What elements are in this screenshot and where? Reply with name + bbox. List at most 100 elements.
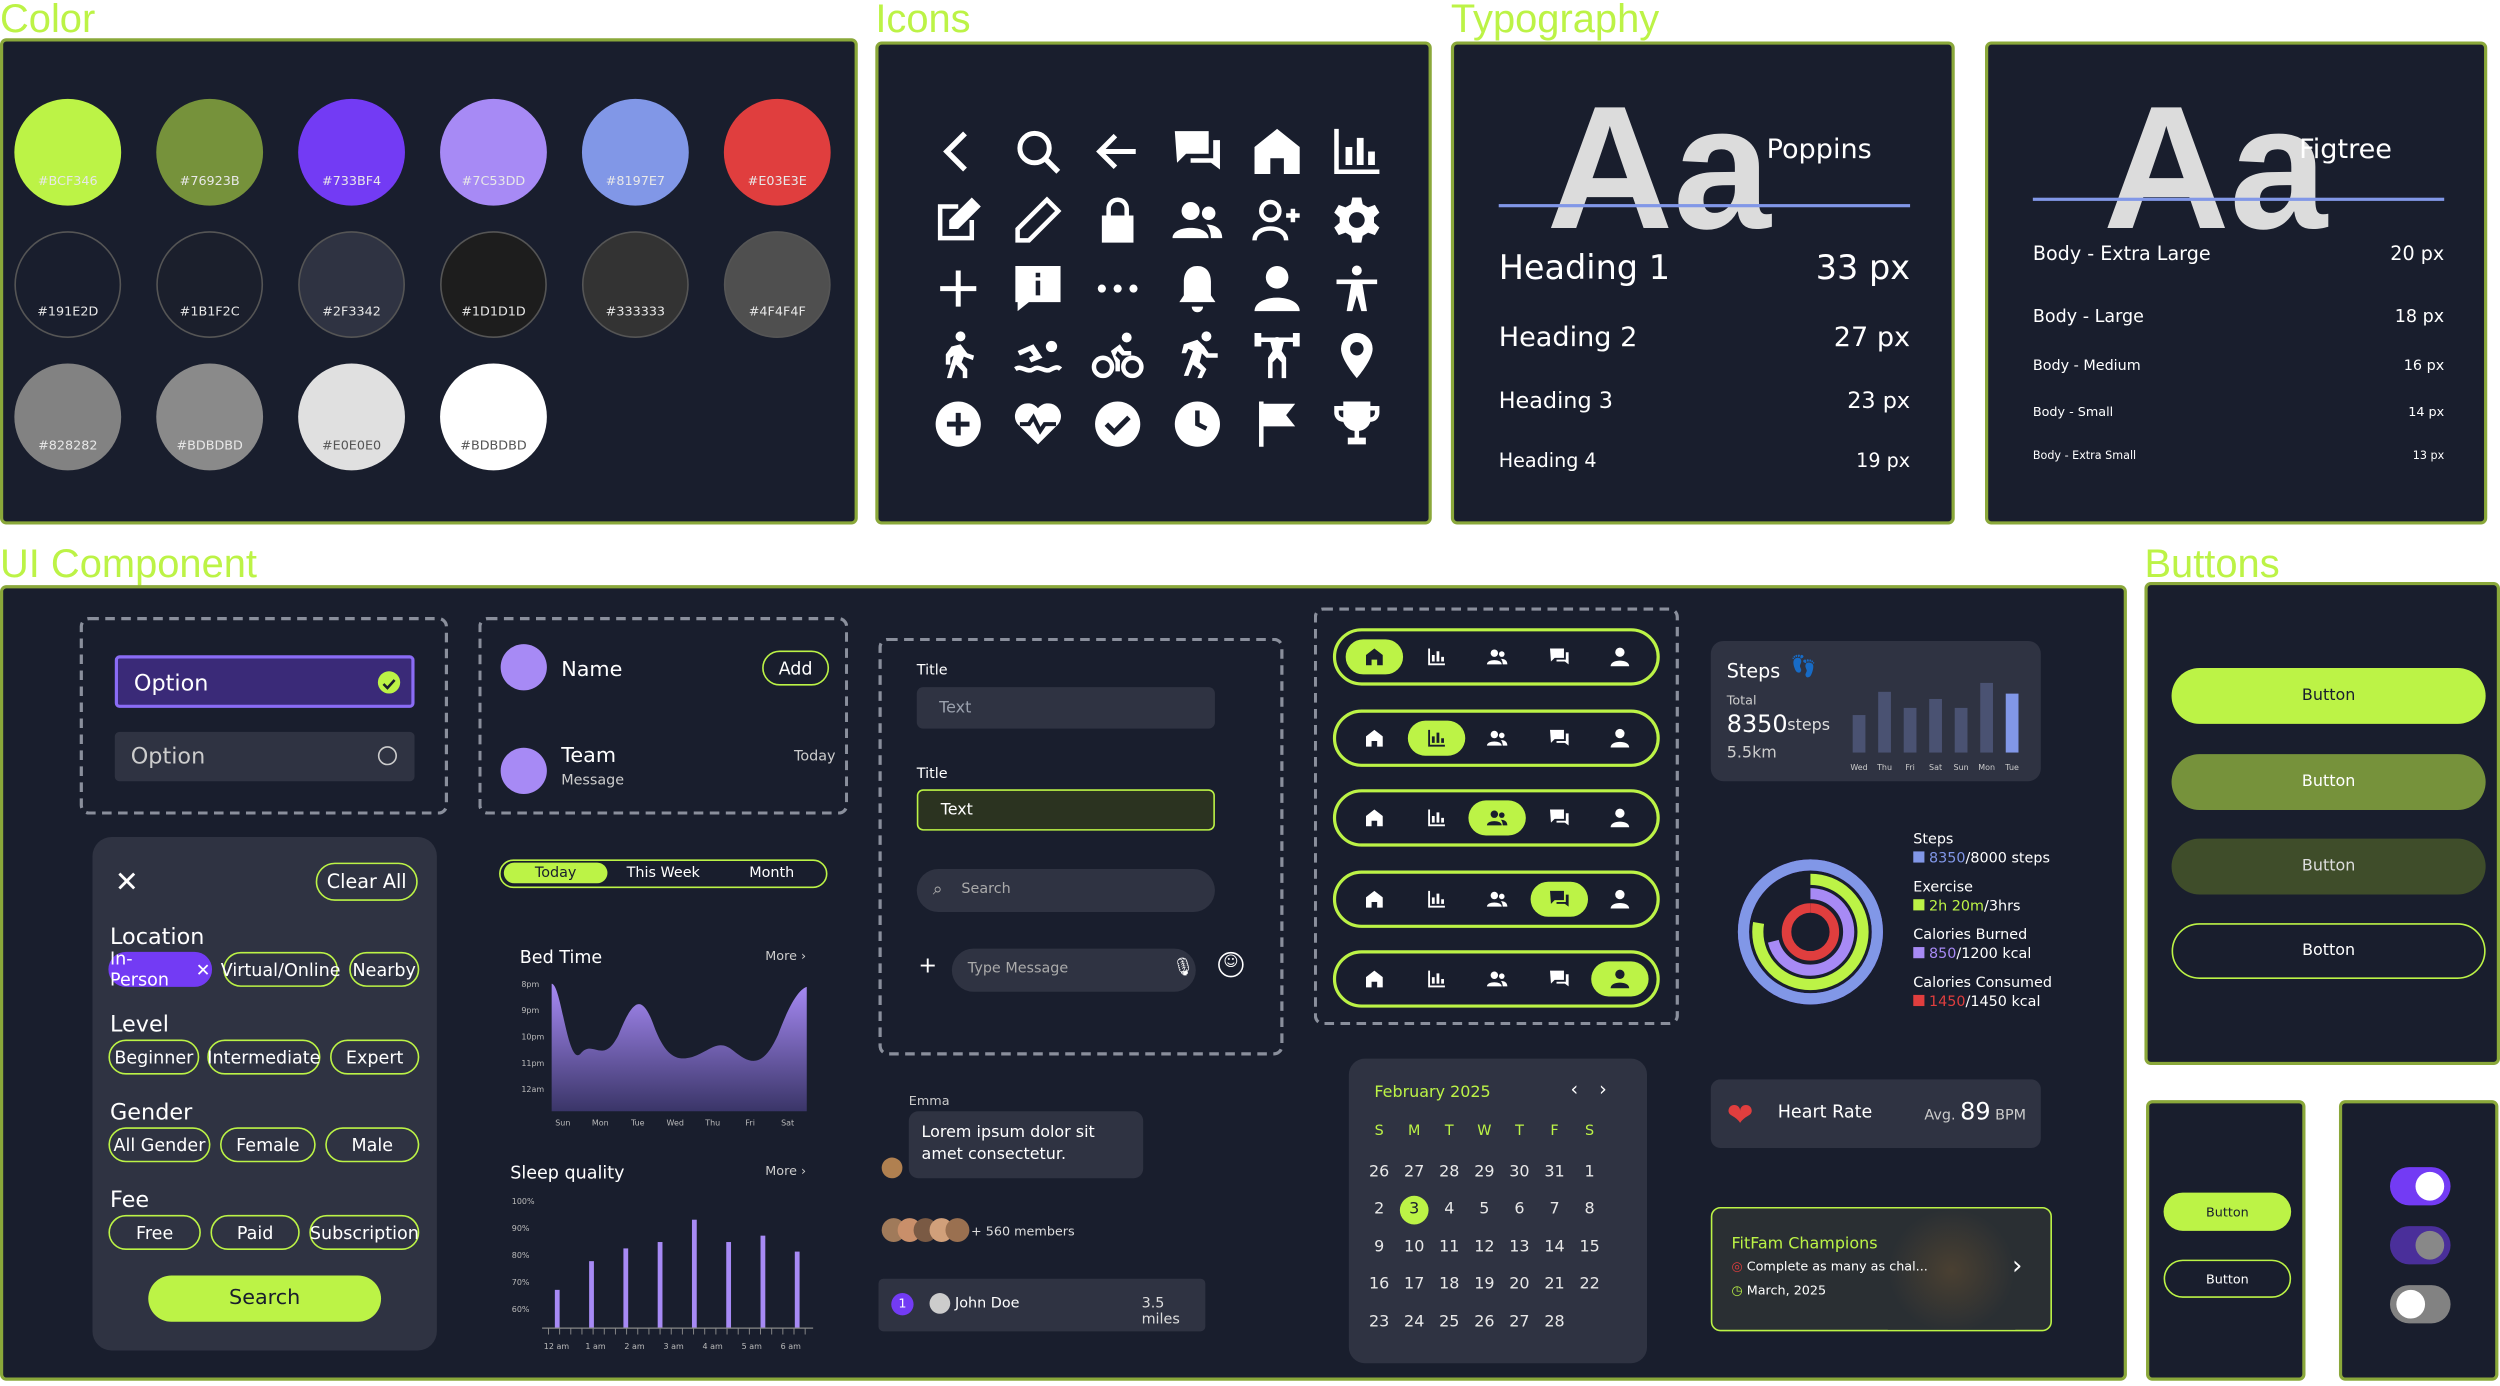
secondary-button[interactable]: Button (2171, 754, 2486, 810)
calendar-day[interactable]: 15 (1579, 1238, 1600, 1256)
nav-item-chat[interactable] (1530, 800, 1587, 835)
location-pin-icon[interactable] (1322, 320, 1392, 390)
nav-item-user[interactable] (1592, 720, 1649, 755)
nav-item-chart[interactable] (1407, 800, 1464, 835)
nav-item-home[interactable] (1346, 961, 1403, 996)
search-field[interactable]: ⌕ Search (916, 868, 1215, 912)
nav-item-chat[interactable] (1530, 880, 1588, 916)
calendar-day[interactable]: 31 (1544, 1163, 1565, 1181)
nav-item-group[interactable] (1469, 881, 1526, 916)
calendar-day[interactable]: 18 (1439, 1275, 1460, 1294)
weightlifting-icon[interactable] (1242, 320, 1312, 390)
nav-item-home[interactable] (1345, 639, 1404, 675)
nav-item-chart[interactable] (1407, 639, 1464, 674)
add-user-icon[interactable] (1242, 185, 1312, 255)
add-circle-icon[interactable] (923, 389, 993, 459)
tab-month[interactable]: Month (749, 864, 795, 881)
calendar-day[interactable]: 14 (1544, 1238, 1565, 1256)
bedtime-more-link[interactable]: More › (765, 948, 807, 964)
calendar-day[interactable]: 2 (1374, 1200, 1385, 1219)
calendar-day[interactable]: 23 (1368, 1312, 1390, 1331)
chip-paid[interactable]: Paid (210, 1214, 300, 1250)
calendar-day[interactable]: 19 (1474, 1275, 1495, 1294)
calendar-day[interactable]: 13 (1509, 1238, 1530, 1256)
chip-male[interactable]: Male (325, 1127, 420, 1163)
chip-virtual[interactable]: Virtual/Online (221, 951, 341, 987)
nav-item-user[interactable] (1591, 961, 1650, 997)
calendar-day[interactable]: 5 (1479, 1200, 1490, 1219)
add-button[interactable]: Add (762, 650, 830, 686)
toggle-off[interactable] (2389, 1285, 2451, 1324)
option-unselected[interactable]: Option (114, 731, 415, 782)
calendar-day[interactable]: 28 (1544, 1312, 1565, 1331)
toggle-on[interactable] (2389, 1167, 2451, 1206)
home-icon[interactable] (1242, 116, 1312, 186)
nav-item-chat[interactable] (1530, 720, 1587, 755)
calendar-day[interactable]: 27 (1509, 1312, 1530, 1331)
calendar-day[interactable]: 25 (1439, 1312, 1460, 1331)
microphone-icon[interactable]: 🎙 (1171, 956, 1195, 978)
chevron-left-icon[interactable] (923, 116, 993, 186)
chip-in-person[interactable]: In-Person ✕ (108, 948, 213, 991)
chip-female[interactable]: Female (220, 1127, 316, 1163)
calendar-day[interactable]: 21 (1544, 1275, 1565, 1294)
pencil-icon[interactable] (1003, 185, 1073, 255)
nav-item-chart[interactable] (1407, 961, 1464, 996)
lock-icon[interactable] (1083, 185, 1153, 255)
calendar-day[interactable]: 27 (1404, 1163, 1425, 1181)
group-icon[interactable] (1162, 185, 1232, 255)
calendar-day[interactable]: 28 (1439, 1163, 1460, 1181)
nav-item-chat[interactable] (1530, 639, 1587, 674)
small-outline-button[interactable]: Button (2163, 1259, 2292, 1298)
toggle-on-disabled[interactable] (2389, 1226, 2451, 1265)
chip-free[interactable]: Free (108, 1214, 201, 1250)
heart-rate-icon[interactable] (1003, 389, 1073, 459)
calendar-day[interactable]: 24 (1404, 1312, 1425, 1331)
emoji-icon[interactable]: ☺ (1218, 951, 1244, 978)
chip-beginner[interactable]: Beginner (108, 1039, 200, 1075)
calendar-day[interactable]: 30 (1509, 1163, 1530, 1181)
clock-icon[interactable] (1162, 389, 1232, 459)
plus-icon[interactable]: + (918, 953, 938, 979)
nav-item-group[interactable] (1469, 720, 1526, 755)
nav-item-chart[interactable] (1407, 719, 1465, 755)
tab-this-week[interactable]: This Week (626, 864, 700, 881)
chevron-left-icon[interactable]: ‹ (1570, 1077, 1579, 1101)
arrow-left-icon[interactable] (1083, 116, 1153, 186)
walking-icon[interactable] (923, 320, 993, 390)
calendar-day[interactable]: 4 (1444, 1200, 1455, 1219)
message-field[interactable]: Type Message 🎙 (951, 948, 1196, 992)
nav-item-home[interactable] (1346, 881, 1403, 916)
more-icon[interactable] (1083, 254, 1153, 324)
chip-all-gender[interactable]: All Gender (108, 1127, 211, 1163)
nav-item-user[interactable] (1592, 800, 1649, 835)
user-icon[interactable] (1242, 254, 1312, 324)
calendar-day[interactable]: 9 (1374, 1238, 1385, 1256)
calendar-day[interactable]: 7 (1549, 1200, 1560, 1219)
calendar-day[interactable]: 22 (1579, 1275, 1600, 1294)
bell-icon[interactable] (1162, 254, 1232, 324)
trophy-icon[interactable] (1322, 389, 1392, 459)
search-button[interactable]: Search (148, 1275, 382, 1322)
calendar-day[interactable]: 29 (1474, 1163, 1495, 1181)
sleep-more-link[interactable]: More › (765, 1163, 807, 1179)
calendar-day[interactable]: 26 (1474, 1312, 1495, 1331)
nav-item-group[interactable] (1468, 800, 1527, 836)
nav-item-chat[interactable] (1530, 961, 1587, 996)
small-primary-button[interactable]: Button (2163, 1192, 2292, 1231)
edit-icon[interactable] (923, 185, 993, 255)
nav-item-home[interactable] (1346, 800, 1403, 835)
calendar-day[interactable]: 16 (1368, 1275, 1390, 1294)
search-icon[interactable] (1003, 116, 1073, 186)
chevron-right-icon[interactable]: › (1599, 1077, 1607, 1101)
nav-item-user[interactable] (1592, 881, 1649, 916)
nav-item-user[interactable] (1592, 639, 1649, 674)
calendar-day[interactable]: 12 (1474, 1238, 1495, 1256)
close-icon[interactable]: ✕ (114, 865, 139, 900)
chip-nearby[interactable]: Nearby (349, 951, 420, 987)
calendar-day[interactable]: 17 (1404, 1275, 1425, 1294)
option-selected[interactable]: Option (114, 655, 415, 708)
nav-item-home[interactable] (1346, 720, 1403, 755)
nav-item-chart[interactable] (1407, 881, 1464, 916)
calendar-day[interactable]: 8 (1584, 1200, 1595, 1219)
